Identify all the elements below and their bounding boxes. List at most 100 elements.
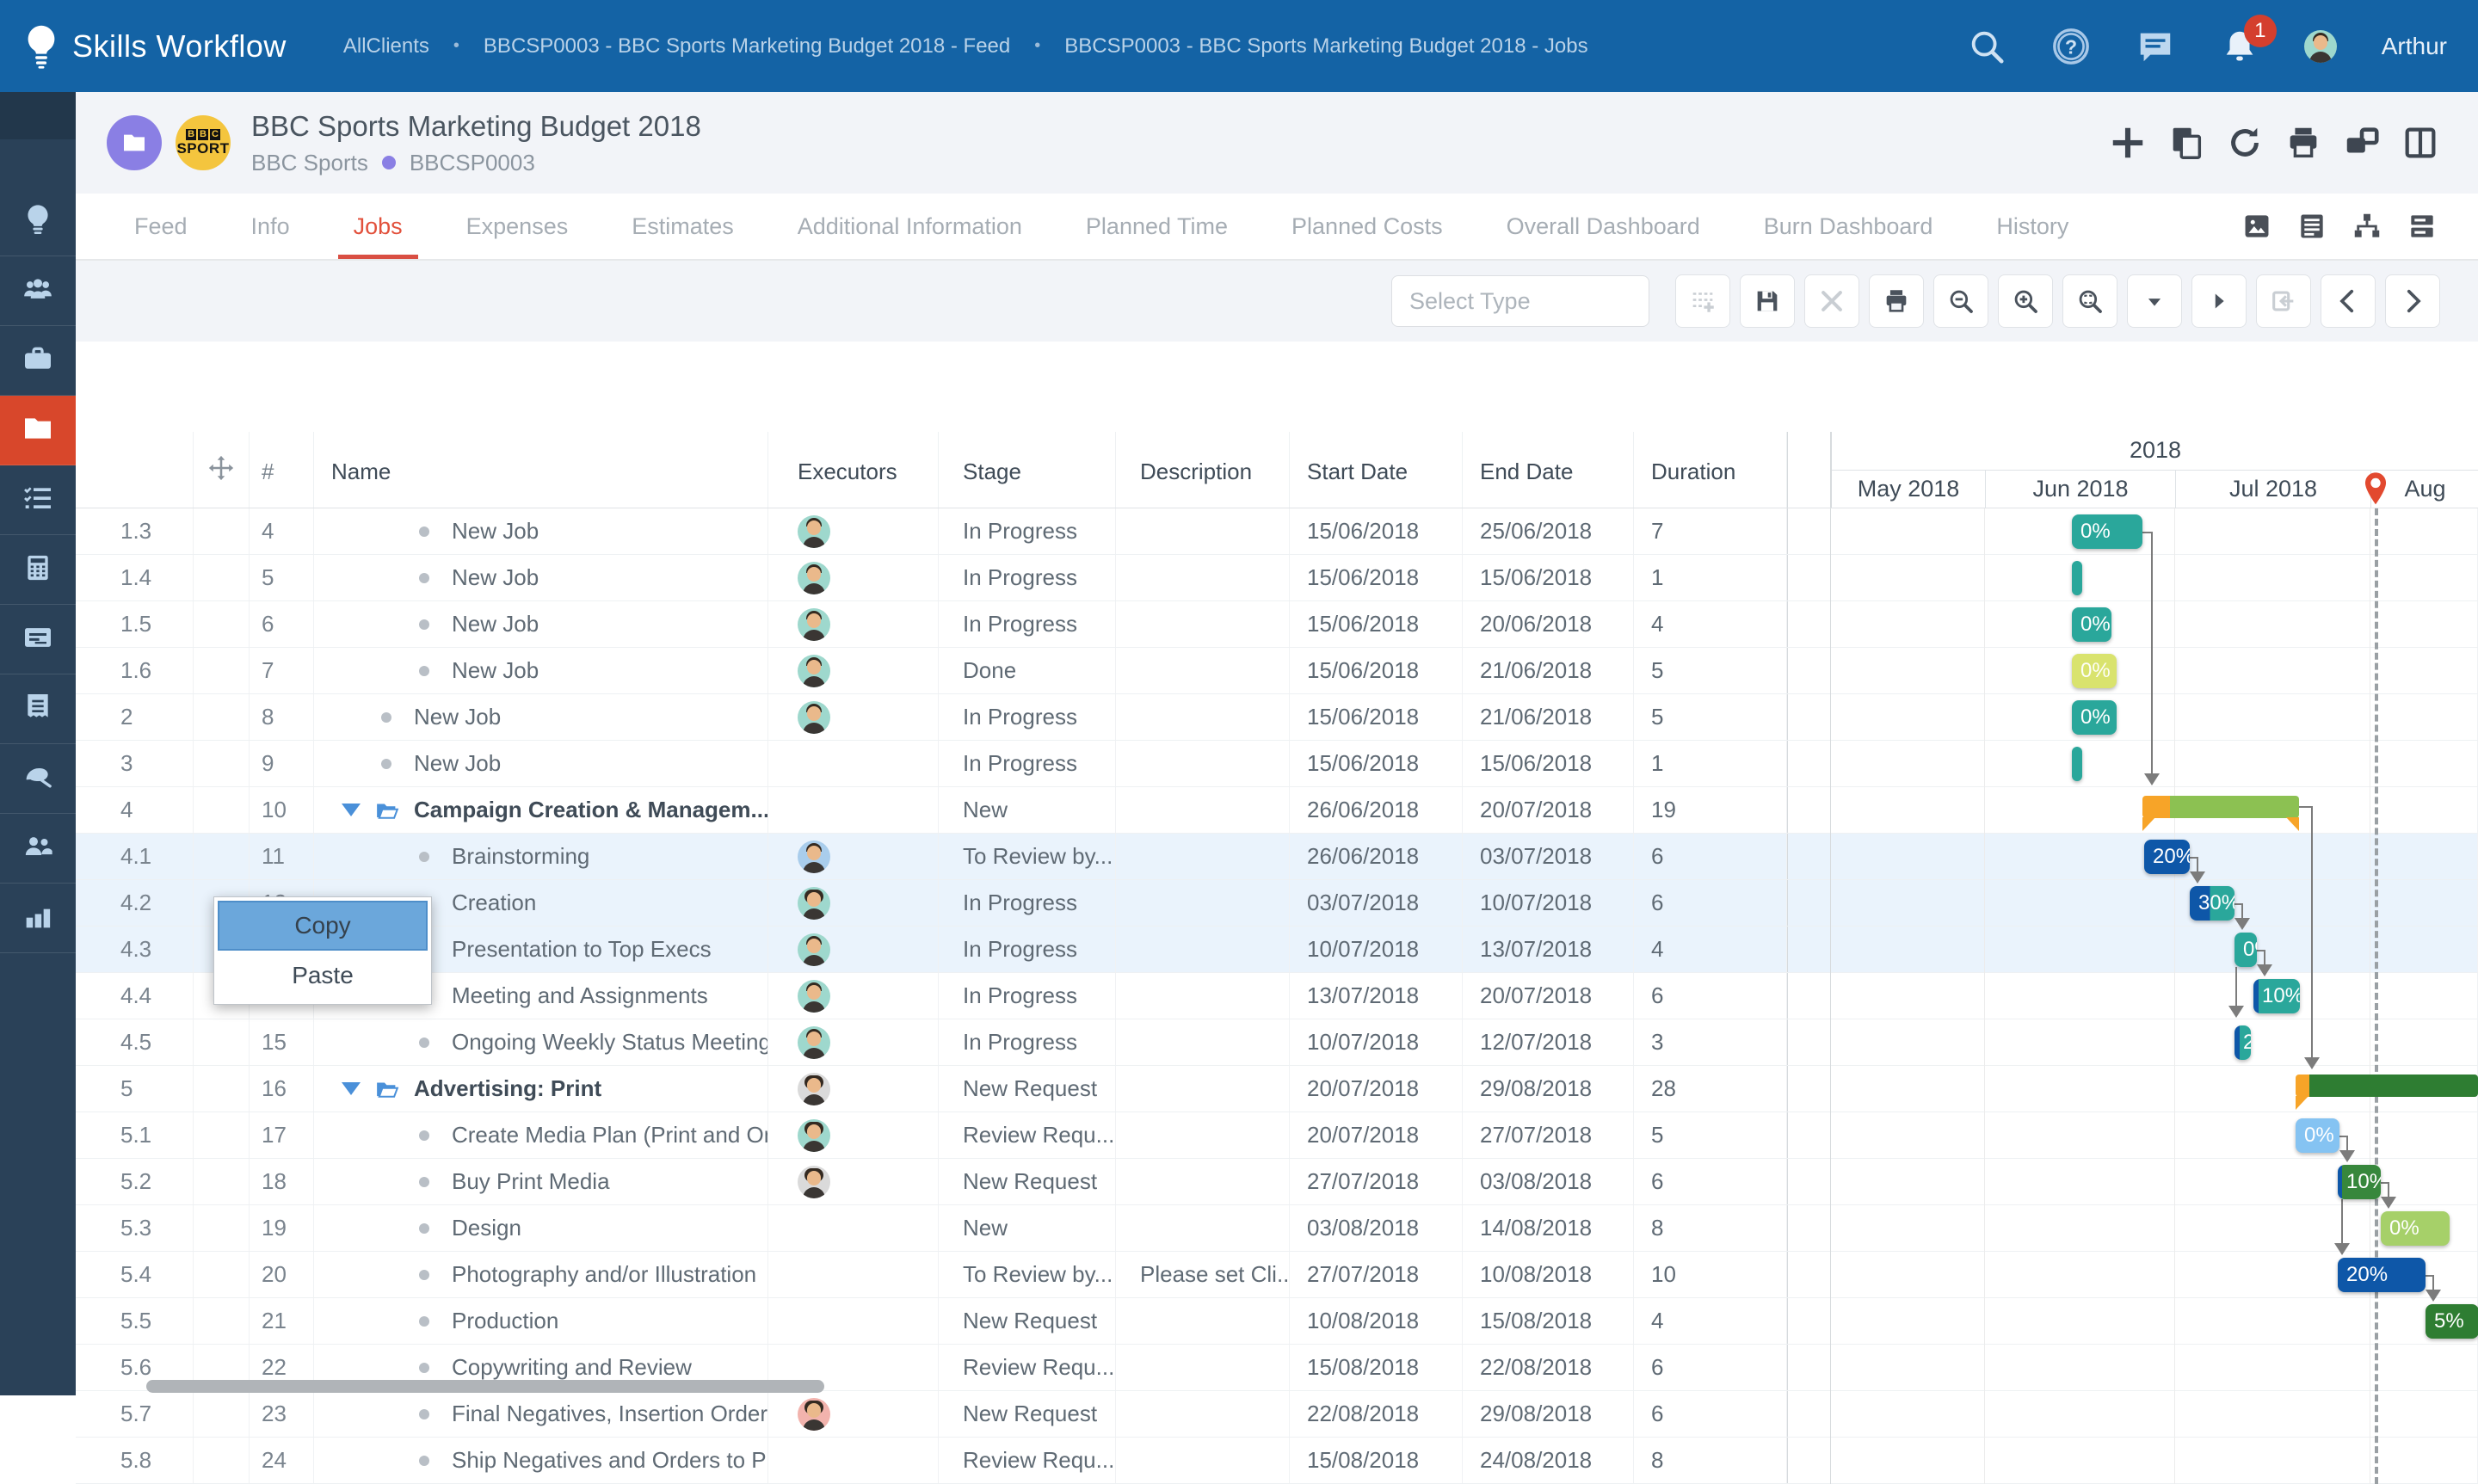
next-button[interactable] [2385,274,2440,328]
gantt-task-bar[interactable]: 0% [2296,1118,2339,1153]
row-drag-handle[interactable] [194,601,250,647]
prev-button[interactable] [2321,274,2376,328]
collapse-toggle-icon[interactable] [342,1082,361,1095]
context-menu-item-copy[interactable]: Copy [218,901,428,951]
row-drag-handle[interactable] [194,1112,250,1158]
columns-icon[interactable] [2401,123,2440,163]
table-row[interactable]: 5.4 20 Photography and/or Illustration To R… [76,1252,2478,1298]
table-row[interactable]: 3 9 New Job In Progress 15/06/2018 15/06/2018… [76,741,2478,787]
sidebar-item-bar-chart[interactable] [0,884,76,953]
gantt-task-bar[interactable]: 0% [2072,514,2142,549]
gantt-task-bar[interactable]: 20% [2144,840,2190,874]
windows-icon[interactable] [2342,123,2382,163]
collapse-toggle-icon[interactable] [342,804,361,816]
gantt-summary-bar[interactable] [2142,796,2299,831]
gantt-task-bar[interactable]: 20% [2338,1258,2426,1292]
gantt-task-bar[interactable]: 10% [2253,979,2300,1013]
table-row[interactable]: 1.6 7 New Job Done 15/06/2018 21/06/2018 5 [76,648,2478,694]
tab-planned-time[interactable]: Planned Time [1085,212,1229,239]
today-pin-icon[interactable] [2361,471,2390,508]
zoom-in-button[interactable] [1998,274,2053,328]
sidebar-item-checklist[interactable] [0,465,76,535]
table-row[interactable]: 5 16 Advertising: Print New Request 20/07/20… [76,1066,2478,1112]
tab-burn-dashboard[interactable]: Burn Dashboard [1763,212,1933,239]
move-row-icon[interactable] [206,453,236,485]
row-drag-handle[interactable] [194,694,250,740]
delete-button[interactable] [1804,274,1859,328]
gantt-task-bar[interactable]: 0% [2235,933,2257,967]
row-drag-handle[interactable] [194,1298,250,1344]
table-row[interactable]: 5.5 21 Production New Request 10/08/2018 15/0… [76,1298,2478,1345]
print-button[interactable] [1869,274,1924,328]
chat-icon[interactable] [2136,27,2175,66]
tab-additional-information[interactable]: Additional Information [797,212,1022,239]
tab-feed[interactable]: Feed [134,212,188,239]
sitemap-icon[interactable] [2351,210,2383,243]
row-drag-handle[interactable] [194,1019,250,1065]
row-drag-handle[interactable] [194,1391,250,1437]
gantt-task-bar[interactable]: 30% [2190,886,2235,921]
breadcrumb-item[interactable]: BBCSP0003 - BBC Sports Marketing Budget … [483,34,1011,58]
table-row[interactable]: 1.5 6 New Job In Progress 15/06/2018 20/06/20… [76,601,2478,648]
sidebar-item-people[interactable] [0,814,76,884]
gantt-task-bar[interactable]: 0% [2072,654,2117,688]
dropdown-button[interactable] [2127,274,2182,328]
gantt-task-bar[interactable]: 0% [2381,1211,2450,1246]
row-drag-handle[interactable] [194,1205,250,1251]
tab-history[interactable]: History [1996,212,2069,239]
rows-icon[interactable] [2406,210,2438,243]
tab-info[interactable]: Info [250,212,290,239]
table-row[interactable]: 5.3 19 Design New 03/08/2018 14/08/2018 8 [76,1205,2478,1252]
notifications-bell-icon[interactable]: 1 [2220,14,2277,66]
gantt-task-bar[interactable] [2072,561,2082,595]
row-drag-handle[interactable] [194,648,250,693]
expand-button[interactable] [2191,274,2247,328]
sidebar-item-note-card[interactable] [0,605,76,674]
gantt-task-bar[interactable]: 10% [2338,1165,2381,1199]
help-icon[interactable]: ? [2051,27,2091,66]
copy-docs-icon[interactable] [2167,123,2206,163]
tab-jobs[interactable]: Jobs [337,194,418,259]
image-icon[interactable] [2241,210,2273,243]
print-icon[interactable] [2284,123,2323,163]
sidebar-item-users-group[interactable] [0,256,76,326]
table-row[interactable]: 4 10 Campaign Creation & Managem... New 26/0… [76,787,2478,834]
table-row[interactable]: 4.5 15 Ongoing Weekly Status Meetings In Pr… [76,1019,2478,1066]
user-avatar[interactable] [2303,29,2337,63]
table-row[interactable]: 4.1 11 Brainstorming To Review by... 26/06/2… [76,834,2478,880]
refresh-icon[interactable] [2225,123,2265,163]
breadcrumb-item[interactable]: AllClients [342,34,429,58]
export-button[interactable] [2256,274,2311,328]
tab-estimates[interactable]: Estimates [632,212,734,239]
grid-view-icon[interactable] [2296,210,2328,243]
sidebar-item-calculator[interactable] [0,535,76,605]
gantt-task-bar[interactable]: 20% [2235,1025,2251,1060]
user-name[interactable]: Arthur [2381,32,2447,59]
add-icon[interactable] [2108,123,2148,163]
row-drag-handle[interactable] [194,834,250,879]
tab-planned-costs[interactable]: Planned Costs [1291,212,1443,239]
gantt-task-bar[interactable]: 5% [2426,1304,2478,1339]
zoom-reset-button[interactable] [2062,274,2117,328]
row-drag-handle[interactable] [194,508,250,554]
zoom-out-button[interactable] [1933,274,1988,328]
gantt-summary-bar[interactable] [2296,1075,2478,1110]
row-drag-handle[interactable] [194,1159,250,1204]
select-type-dropdown[interactable]: Select Type [1391,275,1649,327]
row-drag-handle[interactable] [194,1438,250,1483]
row-drag-handle[interactable] [194,741,250,786]
save-button[interactable] [1740,274,1795,328]
table-row[interactable]: 2 8 New Job In Progress 15/06/2018 21/06/2018… [76,694,2478,741]
table-row[interactable]: 5.1 17 Create Media Plan (Print and On... R… [76,1112,2478,1159]
row-drag-handle[interactable] [194,1252,250,1297]
gantt-task-bar[interactable] [2072,747,2082,781]
add-row-button[interactable] [1675,274,1730,328]
sidebar-item-briefcase[interactable] [0,326,76,396]
tab-expenses[interactable]: Expenses [465,212,569,239]
sidebar-item-pointer[interactable] [0,744,76,814]
gantt-task-bar[interactable]: 0% [2072,700,2117,735]
gantt-task-bar[interactable]: 0% [2072,607,2111,642]
row-drag-handle[interactable] [194,1066,250,1111]
